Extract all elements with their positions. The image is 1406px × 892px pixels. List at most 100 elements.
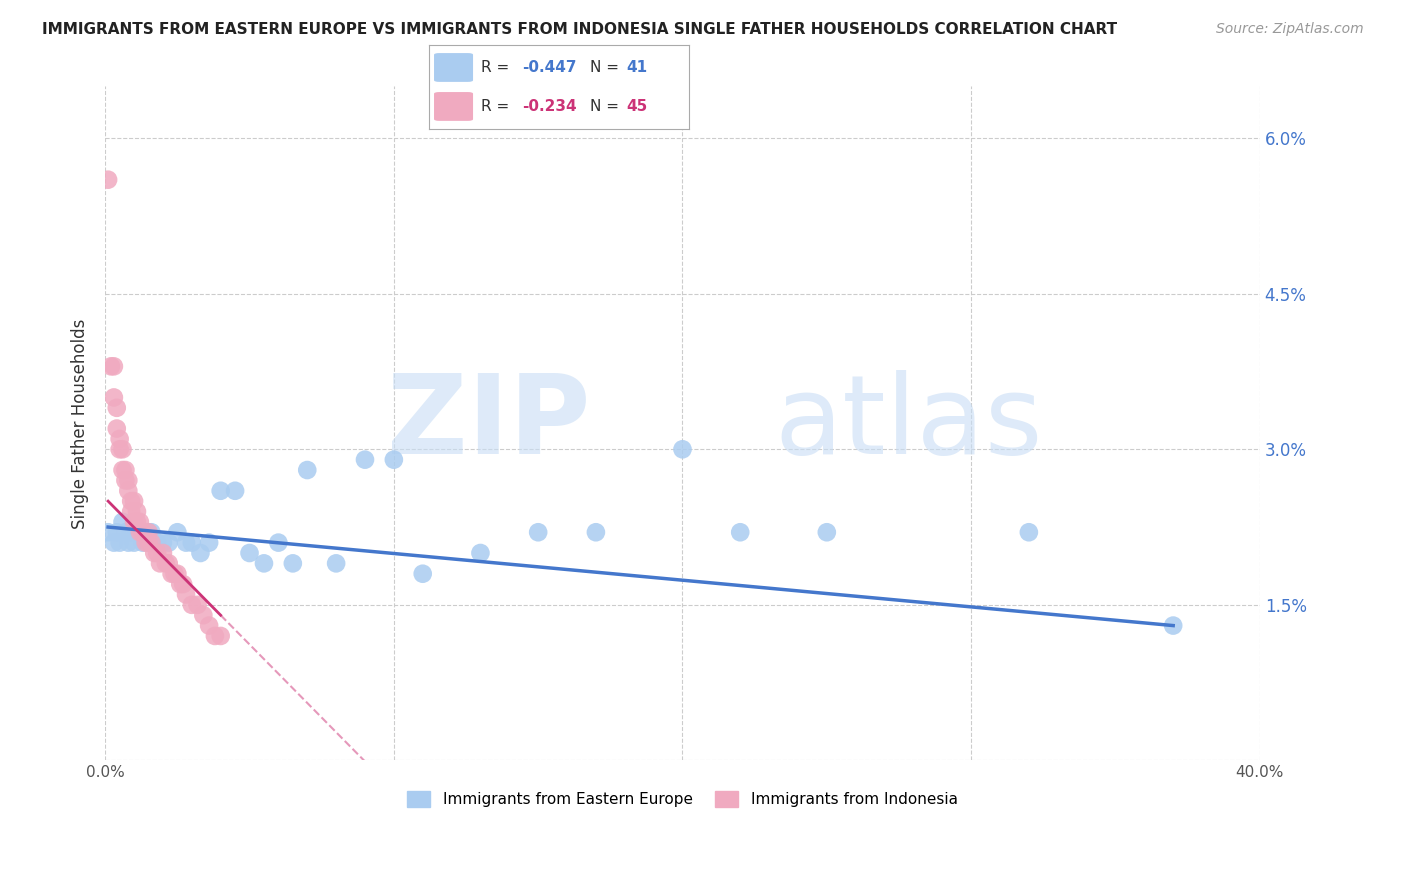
Point — [585, 525, 607, 540]
Point — [253, 557, 276, 571]
Point — [97, 172, 120, 186]
Point — [117, 535, 139, 549]
Point — [146, 535, 169, 549]
Point — [382, 452, 405, 467]
Point — [117, 474, 139, 488]
Text: Source: ZipAtlas.com: Source: ZipAtlas.com — [1216, 22, 1364, 37]
Point — [172, 577, 194, 591]
Point — [120, 525, 142, 540]
Point — [157, 557, 180, 571]
Point — [103, 359, 125, 374]
Point — [267, 535, 290, 549]
Point — [198, 535, 221, 549]
Point — [120, 494, 142, 508]
Text: R =: R = — [481, 99, 515, 114]
Point — [1018, 525, 1040, 540]
Legend: Immigrants from Eastern Europe, Immigrants from Indonesia: Immigrants from Eastern Europe, Immigran… — [401, 785, 963, 814]
Point — [209, 629, 232, 643]
Point — [157, 535, 180, 549]
Point — [108, 432, 131, 446]
Point — [815, 525, 838, 540]
Point — [187, 598, 209, 612]
Point — [1161, 618, 1184, 632]
Point — [103, 391, 125, 405]
Point — [105, 401, 128, 415]
Point — [143, 546, 166, 560]
Point — [354, 452, 377, 467]
Point — [132, 535, 155, 549]
Text: IMMIGRANTS FROM EASTERN EUROPE VS IMMIGRANTS FROM INDONESIA SINGLE FATHER HOUSEH: IMMIGRANTS FROM EASTERN EUROPE VS IMMIGR… — [42, 22, 1118, 37]
Point — [174, 587, 197, 601]
Point — [238, 546, 260, 560]
Text: R =: R = — [481, 60, 515, 75]
Point — [108, 442, 131, 457]
Point — [117, 483, 139, 498]
Point — [180, 535, 202, 549]
Point — [412, 566, 434, 581]
Point — [193, 608, 215, 623]
Text: N =: N = — [591, 99, 624, 114]
Point — [122, 515, 145, 529]
Text: ZIP: ZIP — [387, 370, 591, 477]
Point — [108, 535, 131, 549]
Point — [209, 483, 232, 498]
Point — [152, 535, 174, 549]
Point — [146, 546, 169, 560]
Point — [470, 546, 492, 560]
Point — [198, 618, 221, 632]
Point — [155, 557, 177, 571]
Point — [138, 525, 160, 540]
FancyBboxPatch shape — [434, 92, 472, 120]
Point — [325, 557, 347, 571]
Point — [128, 525, 150, 540]
Point — [138, 535, 160, 549]
Point — [190, 546, 212, 560]
Point — [125, 525, 148, 540]
Point — [111, 463, 134, 477]
Text: 41: 41 — [627, 60, 648, 75]
Text: 45: 45 — [627, 99, 648, 114]
Point — [169, 577, 191, 591]
Point — [141, 525, 163, 540]
Point — [111, 515, 134, 529]
Point — [166, 525, 188, 540]
Point — [103, 535, 125, 549]
Point — [281, 557, 304, 571]
Point — [141, 535, 163, 549]
FancyBboxPatch shape — [434, 54, 472, 82]
Point — [180, 598, 202, 612]
Point — [174, 535, 197, 549]
Text: atlas: atlas — [775, 370, 1043, 477]
Point — [160, 566, 183, 581]
Point — [297, 463, 319, 477]
Point — [128, 515, 150, 529]
Point — [166, 566, 188, 581]
Point — [125, 504, 148, 518]
Point — [125, 515, 148, 529]
Point — [527, 525, 550, 540]
Point — [152, 546, 174, 560]
Point — [114, 474, 136, 488]
Point — [163, 566, 186, 581]
Point — [105, 421, 128, 435]
Point — [114, 463, 136, 477]
Point — [671, 442, 693, 457]
Point — [728, 525, 751, 540]
Point — [149, 557, 172, 571]
Point — [224, 483, 246, 498]
Point — [122, 494, 145, 508]
Point — [120, 504, 142, 518]
Point — [100, 359, 122, 374]
Point — [97, 525, 120, 540]
Point — [128, 525, 150, 540]
Text: -0.447: -0.447 — [523, 60, 576, 75]
Y-axis label: Single Father Households: Single Father Households — [72, 318, 89, 529]
Text: N =: N = — [591, 60, 624, 75]
Point — [135, 535, 157, 549]
Point — [114, 525, 136, 540]
Point — [132, 525, 155, 540]
Point — [122, 535, 145, 549]
Point — [111, 442, 134, 457]
Point — [138, 525, 160, 540]
Point — [204, 629, 226, 643]
